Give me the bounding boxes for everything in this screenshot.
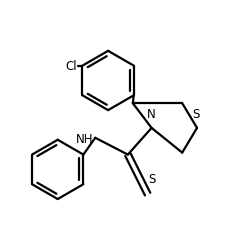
Text: S: S <box>148 173 155 186</box>
Text: N: N <box>147 108 156 121</box>
Text: Cl: Cl <box>66 60 77 73</box>
Text: S: S <box>192 108 199 121</box>
Text: NH: NH <box>76 133 93 146</box>
